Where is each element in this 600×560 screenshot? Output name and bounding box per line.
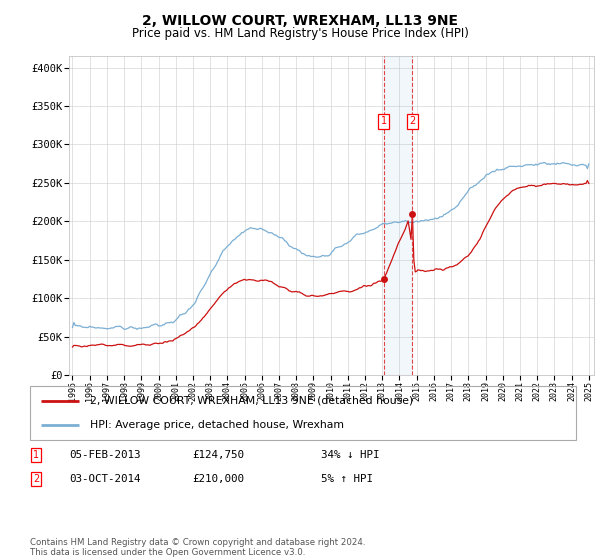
- Text: 05-FEB-2013: 05-FEB-2013: [69, 450, 140, 460]
- Text: 1: 1: [380, 116, 387, 127]
- Text: Contains HM Land Registry data © Crown copyright and database right 2024.
This d: Contains HM Land Registry data © Crown c…: [30, 538, 365, 557]
- Text: £124,750: £124,750: [192, 450, 244, 460]
- Bar: [384, 56, 412, 375]
- Text: 34% ↓ HPI: 34% ↓ HPI: [321, 450, 380, 460]
- Text: 5% ↑ HPI: 5% ↑ HPI: [321, 474, 373, 484]
- Text: 03-OCT-2014: 03-OCT-2014: [69, 474, 140, 484]
- Text: 2, WILLOW COURT, WREXHAM, LL13 9NE: 2, WILLOW COURT, WREXHAM, LL13 9NE: [142, 14, 458, 28]
- Text: 2: 2: [409, 116, 416, 127]
- Text: HPI: Average price, detached house, Wrexham: HPI: Average price, detached house, Wrex…: [90, 420, 344, 430]
- Text: £210,000: £210,000: [192, 474, 244, 484]
- Text: 1: 1: [33, 450, 39, 460]
- Text: 2: 2: [33, 474, 39, 484]
- Text: Price paid vs. HM Land Registry's House Price Index (HPI): Price paid vs. HM Land Registry's House …: [131, 27, 469, 40]
- Text: 2, WILLOW COURT, WREXHAM, LL13 9NE (detached house): 2, WILLOW COURT, WREXHAM, LL13 9NE (deta…: [90, 396, 413, 406]
